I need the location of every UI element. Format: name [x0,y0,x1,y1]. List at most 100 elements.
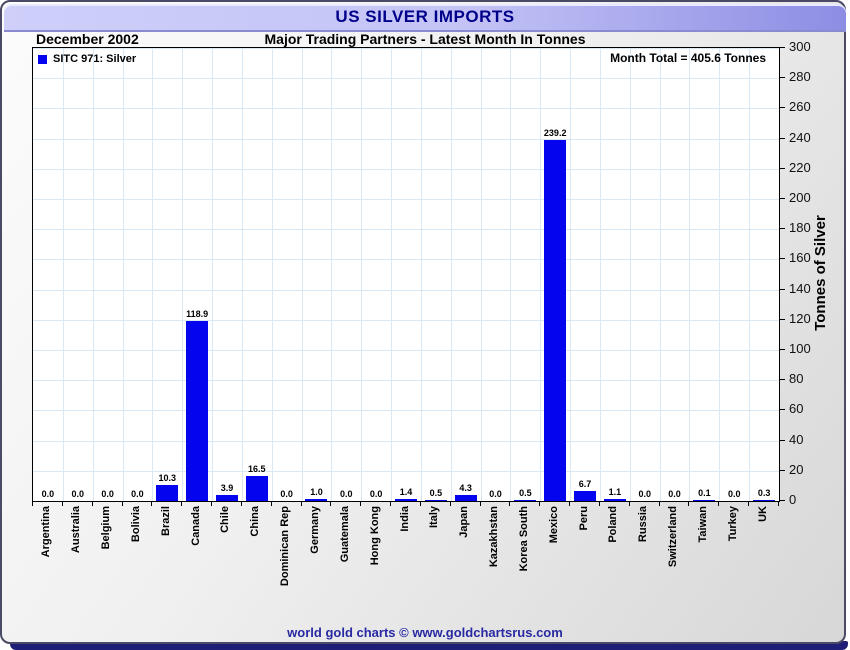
bar-value-label: 0.0 [727,489,741,499]
x-axis-label: Peru [578,506,590,531]
v-gridline [272,48,273,501]
bar-value-label: 0.0 [489,489,502,499]
x-tick-mark [748,501,749,506]
bar [156,485,178,501]
bar-value-label: 1.4 [399,487,413,497]
x-axis-label: Poland [607,506,619,543]
x-axis-label: Chile [219,506,231,533]
y-tick-mark [779,289,785,290]
v-gridline [302,48,303,501]
bar [425,500,447,501]
x-tick-mark [211,501,212,506]
x-axis-label: Korea South [518,506,530,572]
v-gridline [600,48,601,501]
v-gridline [361,48,362,501]
x-tick-mark [151,501,152,506]
x-tick-mark [718,501,719,506]
v-gridline [242,48,243,501]
h-gridline [33,319,779,321]
h-gridline [33,410,779,412]
x-axis-label: Argentina [40,506,52,558]
bottom-accent-bar [10,641,848,650]
v-gridline [421,48,422,501]
y-tick-mark [779,138,785,139]
x-tick-mark [509,501,510,506]
y-axis-tick-label: 60 [789,401,804,416]
bar-value-label: 0.0 [668,489,681,499]
v-gridline [182,48,183,501]
y-axis-tick-label: 40 [789,432,804,447]
x-tick-mark [688,501,689,506]
bar-value-label: 6.7 [578,479,592,489]
y-axis-tick-label: 240 [789,130,811,145]
x-axis-label: Japan [458,506,470,538]
bar [514,500,536,501]
h-gridline [33,138,779,140]
legend-label: SITC 971: Silver [53,53,137,65]
bar-value-label: 0.0 [71,489,85,499]
y-tick-mark [779,409,785,410]
h-gridline [33,199,779,200]
bar-value-label: 0.0 [280,489,293,499]
bar-value-label: 0.0 [101,489,114,499]
month-total-annotation: Month Total = 405.6 Tonnes [610,51,766,65]
chart-subtitle: Major Trading Partners - Latest Month In… [264,31,586,47]
v-gridline [630,48,631,501]
bar-value-label: 0.0 [638,489,651,499]
x-axis-label: India [399,506,411,532]
x-axis-label: Kazakhstan [488,506,500,568]
y-tick-mark [779,470,785,471]
v-gridline [749,48,750,501]
y-tick-mark [779,440,785,441]
x-axis-label: Hong Kong [369,506,381,566]
bar-value-label: 0.3 [757,488,771,498]
y-tick-mark [779,258,785,259]
bar-value-label: 10.3 [158,473,177,483]
x-axis-label: Canada [190,506,202,546]
y-axis-tick-label: 300 [789,39,811,54]
h-gridline [33,48,779,49]
h-gridline [33,440,779,442]
bar-value-label: 0.5 [429,488,443,498]
x-tick-mark [599,501,600,506]
y-tick-mark [779,319,785,320]
bar [186,321,208,501]
x-tick-mark [778,501,779,506]
v-gridline [212,48,213,501]
x-tick-mark [390,501,391,506]
x-tick-mark [569,501,570,506]
footer-credit: world gold charts © www.goldchartsrus.co… [287,625,563,640]
v-gridline [660,48,661,501]
bar-value-label: 0.1 [698,488,711,498]
legend: SITC 971: Silver [38,53,136,65]
bar [604,499,626,501]
v-gridline [451,48,452,501]
y-tick-mark [779,500,785,501]
x-tick-mark [659,501,660,506]
x-axis-label: Bolivia [130,506,142,543]
x-tick-mark [62,501,63,506]
v-gridline [481,48,482,501]
header-bar: US SILVER IMPORTS [4,4,846,32]
v-gridline [540,48,541,501]
x-tick-mark [480,501,481,506]
x-axis-label: Turkey [727,506,739,542]
x-tick-mark [330,501,331,506]
bar-value-label: 239.2 [543,128,567,138]
x-tick-mark [420,501,421,506]
y-tick-mark [779,107,785,108]
bar [455,495,477,501]
y-axis-tick-label: 180 [789,220,811,235]
bar [753,500,775,501]
y-axis-tick-label: 260 [789,99,811,114]
x-tick-mark [629,501,630,506]
x-axis-label: UK [757,506,769,522]
h-gridline [33,229,779,231]
bar [395,499,417,501]
v-gridline [152,48,153,501]
y-axis-tick-label: 0 [789,492,797,507]
y-axis-tick-label: 80 [789,371,804,386]
bar-value-label: 16.5 [248,464,266,474]
x-axis-label: Brazil [160,506,172,536]
